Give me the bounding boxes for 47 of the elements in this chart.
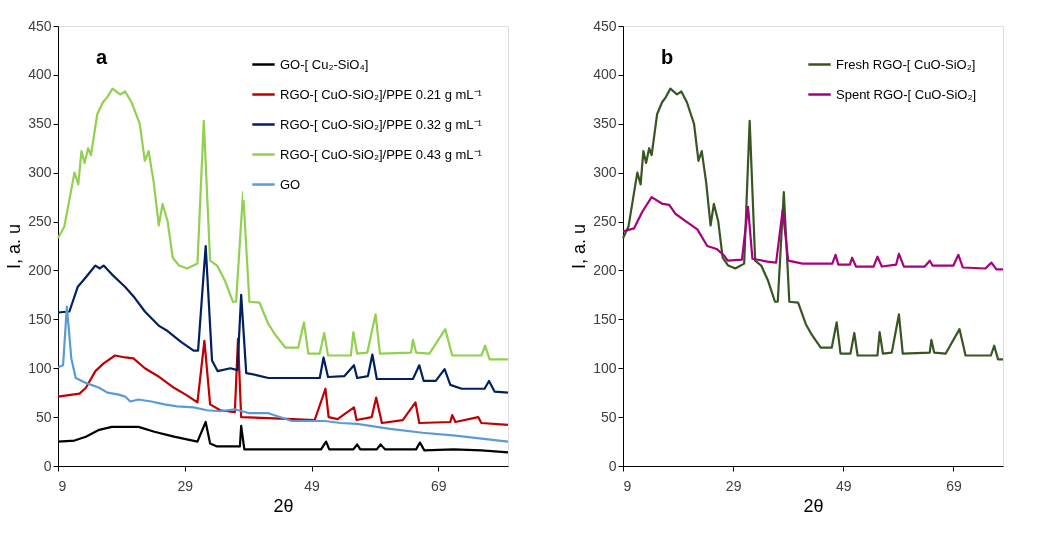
y-tick-label: 0 xyxy=(43,457,52,474)
annotation: a xyxy=(96,46,108,68)
y-tick-label: 250 xyxy=(28,213,52,230)
x-tick-label: 49 xyxy=(836,477,852,494)
y-tick-label: 0 xyxy=(608,457,617,474)
x-tick-label: 29 xyxy=(177,477,194,494)
line-series xyxy=(56,244,510,394)
legend-label: RGO-[ CuO-SiO₂]/PPE 0.21 g mL⁻¹ xyxy=(280,86,483,102)
line-series xyxy=(621,87,1005,361)
x-tick-label: 9 xyxy=(58,477,67,494)
y-axis-title: I, a. u xyxy=(4,223,25,270)
y-tick-label: 50 xyxy=(35,408,52,425)
legend-label: Fresh RGO-[ CuO-SiO₂] xyxy=(836,56,976,72)
line-series xyxy=(621,196,1005,271)
legend-label: GO xyxy=(280,176,301,192)
y-axis-title: I, a. u xyxy=(569,223,590,270)
x-tick-label: 29 xyxy=(725,477,742,494)
annotation: b xyxy=(661,46,674,68)
y-tick-label: 400 xyxy=(28,66,52,83)
y-tick-label: 350 xyxy=(28,115,52,132)
y-tick-label: 150 xyxy=(28,310,52,327)
y-tick-label: 100 xyxy=(28,359,52,376)
y-tick-label: 50 xyxy=(600,408,617,425)
y-tick-label: 150 xyxy=(593,310,617,327)
line-series xyxy=(56,305,510,443)
y-tick-label: 400 xyxy=(593,66,617,83)
y-tick-label: 450 xyxy=(28,17,52,34)
legend-label: RGO-[ CuO-SiO₂]/PPE 0.43 g mL⁻¹ xyxy=(280,146,483,162)
x-tick-label: 49 xyxy=(304,477,321,494)
legend-label: RGO-[ CuO-SiO₂]/PPE 0.32 g mL⁻¹ xyxy=(280,116,483,132)
x-axis-title: 2θ xyxy=(803,495,824,516)
line-series xyxy=(56,87,510,361)
y-tick-label: 350 xyxy=(593,115,617,132)
x-tick-label: 69 xyxy=(430,477,447,494)
y-tick-label: 100 xyxy=(593,359,617,376)
legend-label: Spent RGO-[ CuO-SiO₂] xyxy=(836,86,977,102)
line-series xyxy=(56,337,510,427)
x-axis-title: 2θ xyxy=(273,495,294,516)
y-tick-label: 200 xyxy=(593,261,617,278)
y-tick-label: 250 xyxy=(593,213,617,230)
y-tick-label: 300 xyxy=(593,164,617,181)
y-tick-label: 450 xyxy=(593,17,617,34)
x-tick-label: 69 xyxy=(946,477,962,494)
legend-label: GO-[ Cu₂-SiO₄] xyxy=(280,56,369,72)
x-tick-label: 9 xyxy=(623,477,632,494)
y-tick-label: 200 xyxy=(28,261,52,278)
y-tick-label: 300 xyxy=(28,164,52,181)
